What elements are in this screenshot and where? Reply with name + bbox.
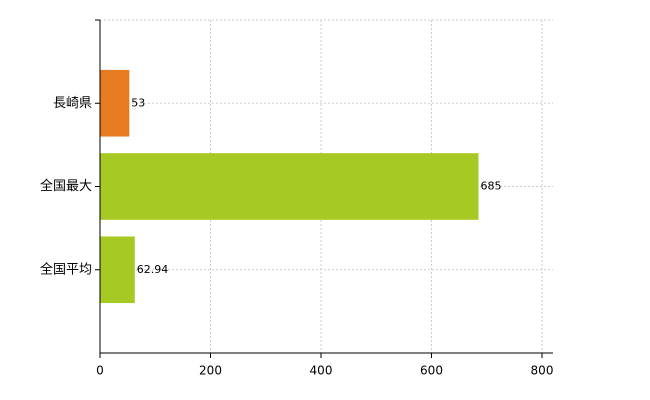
value-label: 62.94 <box>137 263 169 276</box>
value-label: 53 <box>131 96 145 109</box>
x-tick-label: 400 <box>310 364 333 378</box>
bar <box>100 153 479 220</box>
value-label: 685 <box>480 180 501 193</box>
bar <box>100 69 130 137</box>
y-tick-label: 全国最大 <box>40 178 92 194</box>
x-tick-label: 800 <box>531 364 554 378</box>
y-tick-label: 長崎県 <box>53 96 92 111</box>
x-tick-label: 600 <box>420 364 443 378</box>
x-tick-label: 0 <box>96 364 104 378</box>
bar <box>100 236 135 304</box>
y-tick-label: 全国平均 <box>40 261 92 277</box>
x-tick-label: 200 <box>199 364 222 378</box>
